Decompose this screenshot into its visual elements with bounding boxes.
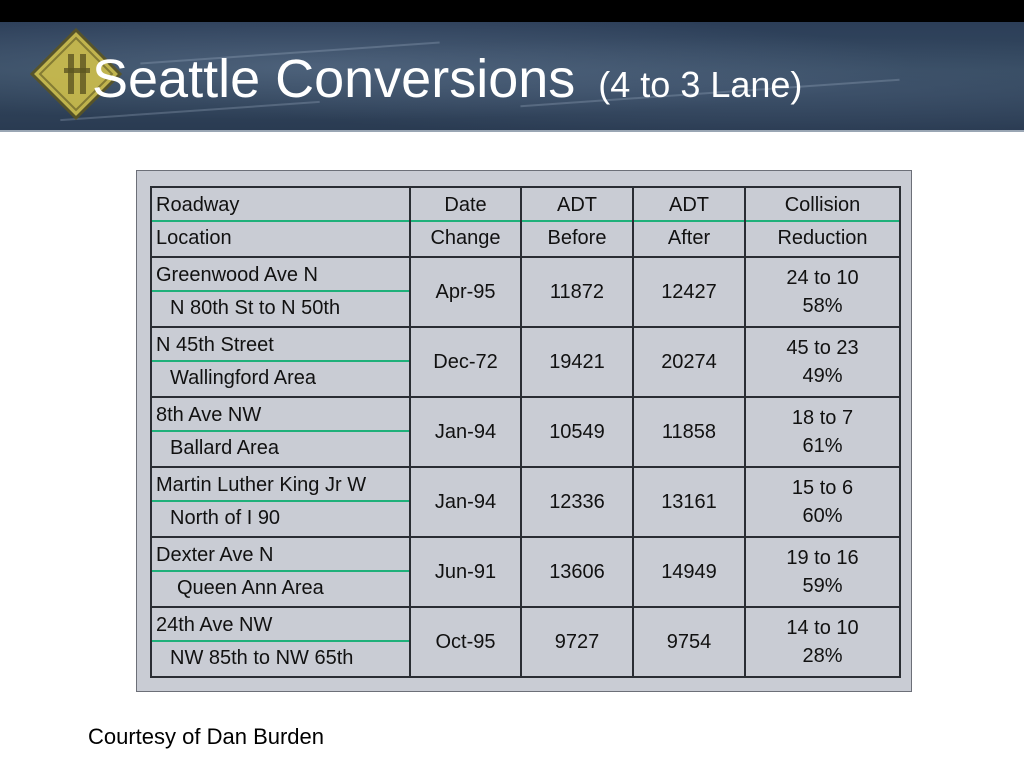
cell-adt-after: 13161 xyxy=(632,466,746,538)
collision-reduction: 28% xyxy=(802,645,843,667)
cell-adt-before: 13606 xyxy=(520,536,634,608)
road-location: N 80th St to N 50th xyxy=(170,297,341,319)
cell-roadway: Dexter Ave N Queen Ann Area xyxy=(150,536,411,608)
cell-adt-before: 19421 xyxy=(520,326,634,398)
collision-counts: 15 to 6 xyxy=(791,477,854,499)
collision-counts: 18 to 7 xyxy=(791,407,854,429)
collision-reduction: 58% xyxy=(802,295,843,317)
road-location: North of I 90 xyxy=(170,507,281,529)
collision-counts: 45 to 23 xyxy=(786,337,859,359)
collision-reduction: 49% xyxy=(802,365,843,387)
collision-counts: 14 to 10 xyxy=(786,617,859,639)
cell-collision: 45 to 23 49% xyxy=(744,326,901,398)
cell-collision: 24 to 10 58% xyxy=(744,256,901,328)
cell-roadway: Martin Luther King Jr W North of I 90 xyxy=(150,466,411,538)
header-roadway: Roadway Location xyxy=(150,186,411,258)
header-adt-after: ADT After xyxy=(632,186,746,258)
header-adt-after-line2: After xyxy=(667,227,711,249)
road-location: Ballard Area xyxy=(170,437,279,459)
cell-adt-before: 12336 xyxy=(520,466,634,538)
header-date-line2: Change xyxy=(430,227,501,249)
title-sub: (4 to 3 Lane) xyxy=(598,64,803,105)
road-location: NW 85th to NW 65th xyxy=(170,647,354,669)
collision-counts: 24 to 10 xyxy=(786,267,859,289)
cell-date: Dec-72 xyxy=(409,326,522,398)
cell-collision: 18 to 7 61% xyxy=(744,396,901,468)
top-black-bar xyxy=(0,0,1024,22)
header-collision-line2: Reduction xyxy=(777,227,868,249)
table-row: 24th Ave NW NW 85th to NW 65th Oct-95 97… xyxy=(150,606,901,678)
cell-collision: 14 to 10 28% xyxy=(744,606,901,678)
header-banner xyxy=(0,22,1024,130)
header-roadway-line1: Roadway xyxy=(152,189,409,222)
title-main: Seattle Conversions xyxy=(92,49,576,109)
cell-adt-after: 9754 xyxy=(632,606,746,678)
road-name: Martin Luther King Jr W xyxy=(152,469,409,502)
header-date-line1: Date xyxy=(411,189,520,222)
header-roadway-line2: Location xyxy=(156,227,232,249)
table-row: N 45th Street Wallingford Area Dec-72 19… xyxy=(150,326,901,398)
header-adt-after-line1: ADT xyxy=(634,189,744,222)
table-row: Martin Luther King Jr W North of I 90 Ja… xyxy=(150,466,901,538)
cell-adt-after: 12427 xyxy=(632,256,746,328)
road-name: Dexter Ave N xyxy=(152,539,409,572)
table-header-row: Roadway Location Date Change ADT Before … xyxy=(150,186,901,258)
header-adt-before: ADT Before xyxy=(520,186,634,258)
cell-collision: 19 to 16 59% xyxy=(744,536,901,608)
collision-reduction: 59% xyxy=(802,575,843,597)
cell-roadway: Greenwood Ave N N 80th St to N 50th xyxy=(150,256,411,328)
header-date: Date Change xyxy=(409,186,522,258)
cell-adt-before: 9727 xyxy=(520,606,634,678)
cell-adt-before: 10549 xyxy=(520,396,634,468)
cell-date: Jun-91 xyxy=(409,536,522,608)
cell-roadway: N 45th Street Wallingford Area xyxy=(150,326,411,398)
cell-roadway: 8th Ave NW Ballard Area xyxy=(150,396,411,468)
header-collision: Collision Reduction xyxy=(744,186,901,258)
cell-adt-after: 11858 xyxy=(632,396,746,468)
header-adt-before-line2: Before xyxy=(547,227,607,249)
road-name: N 45th Street xyxy=(152,329,409,362)
cell-date: Apr-95 xyxy=(409,256,522,328)
cell-date: Oct-95 xyxy=(409,606,522,678)
road-location: Wallingford Area xyxy=(170,367,316,389)
road-name: 8th Ave NW xyxy=(152,399,409,432)
cell-adt-after: 20274 xyxy=(632,326,746,398)
courtesy-credit: Courtesy of Dan Burden xyxy=(88,724,325,749)
cell-roadway: 24th Ave NW NW 85th to NW 65th xyxy=(150,606,411,678)
collision-reduction: 61% xyxy=(802,435,843,457)
cell-date: Jan-94 xyxy=(409,396,522,468)
collision-reduction: 60% xyxy=(802,505,843,527)
table-row: Greenwood Ave N N 80th St to N 50th Apr-… xyxy=(150,256,901,328)
cell-collision: 15 to 6 60% xyxy=(744,466,901,538)
banner-divider xyxy=(0,130,1024,132)
collision-counts: 19 to 16 xyxy=(786,547,859,569)
slide-title: Seattle Conversions (4 to 3 Lane) xyxy=(92,44,802,114)
table-row: 8th Ave NW Ballard Area Jan-94 10549 118… xyxy=(150,396,901,468)
road-name: 24th Ave NW xyxy=(152,609,409,642)
road-sign-logo-icon xyxy=(30,28,122,120)
table-row: Dexter Ave N Queen Ann Area Jun-91 13606… xyxy=(150,536,901,608)
cell-adt-after: 14949 xyxy=(632,536,746,608)
road-name: Greenwood Ave N xyxy=(152,259,409,292)
cell-adt-before: 11872 xyxy=(520,256,634,328)
road-location: Queen Ann Area xyxy=(177,577,324,599)
conversions-table: Roadway Location Date Change ADT Before … xyxy=(150,186,901,678)
cell-date: Jan-94 xyxy=(409,466,522,538)
header-collision-line1: Collision xyxy=(746,189,899,222)
table-frame: Roadway Location Date Change ADT Before … xyxy=(136,170,912,692)
header-adt-before-line1: ADT xyxy=(522,189,632,222)
